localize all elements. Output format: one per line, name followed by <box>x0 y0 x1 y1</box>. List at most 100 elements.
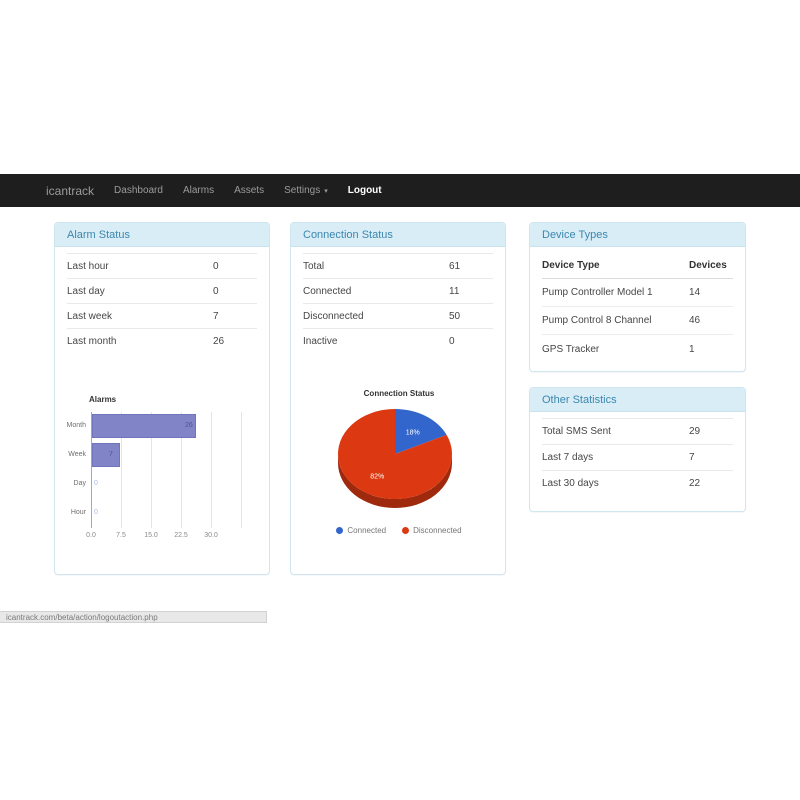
row-label: Last month <box>67 335 117 347</box>
alarm-status-table: Last hour 0 Last day 0 Last week 7 Last … <box>55 247 269 353</box>
row-label: Last 30 days <box>542 478 599 489</box>
table-row: Total SMS Sent 29 <box>542 418 733 444</box>
bar-value-label: 0 <box>94 480 98 487</box>
row-value: 26 <box>213 335 225 347</box>
row-value: 0 <box>213 285 219 297</box>
table-header-row: Device Type Devices <box>542 253 733 279</box>
bar-plot-area: 0.0 7.5 15.0 22.5 30.0 Month 26 Week 7 Day 0 Hour 0 <box>67 412 249 546</box>
row-value: 1 <box>689 343 695 355</box>
alarms-bar-chart: Alarms 0.0 7.5 15.0 22.5 30.0 Month 26 Week 7 Day… <box>55 395 271 546</box>
row-value: 0 <box>213 260 219 272</box>
table-row: Pump Control 8 Channel 46 <box>542 307 733 335</box>
x-tick-label: 15.0 <box>144 532 158 539</box>
row-label: Last week <box>67 310 113 322</box>
panel-connection-status: Connection Status Total 61 Connected 11 … <box>290 222 506 575</box>
nav-alarms[interactable]: Alarms <box>182 185 215 196</box>
pie-3d-rim <box>338 454 452 508</box>
nav-logout[interactable]: Logout <box>347 185 382 196</box>
chart-title: Alarms <box>89 395 117 404</box>
panel-device-types: Device Types Device Type Devices Pump Co… <box>529 222 746 372</box>
table-row: Disconnected 50 <box>303 303 493 328</box>
legend-item-connected: Connected <box>336 526 386 535</box>
legend-label: Disconnected <box>413 526 462 535</box>
nav-settings-label: Settings <box>284 185 321 196</box>
nav-dashboard[interactable]: Dashboard <box>114 185 163 196</box>
table-row: Last week 7 <box>67 303 257 328</box>
bar-category-label: Hour <box>70 508 86 516</box>
x-tick-label: 7.5 <box>116 532 126 539</box>
x-tick-label: 22.5 <box>174 532 188 539</box>
column-header: Devices <box>689 260 727 271</box>
row-value: 7 <box>689 452 695 463</box>
pie-slice-connected <box>395 409 447 454</box>
legend-dot-icon <box>402 527 410 534</box>
legend-item-disconnected: Disconnected <box>402 526 462 535</box>
bar-category-label: Day <box>73 479 86 487</box>
pie-percent-label: 18% <box>406 429 420 436</box>
row-value: 50 <box>449 310 461 322</box>
bar-category-label: Week <box>68 450 86 458</box>
row-value: 22 <box>689 478 701 489</box>
bar-axis-line <box>91 412 92 528</box>
table-row: Total 61 <box>303 253 493 278</box>
panel-title: Device Types <box>530 223 745 247</box>
table-row: Last month 26 <box>67 328 257 353</box>
panel-title: Other Statistics <box>530 388 745 412</box>
row-label: Total SMS Sent <box>542 426 611 437</box>
x-tick-label: 0.0 <box>86 532 96 539</box>
browser-status-bar: icantrack.com/beta/action/logoutaction.p… <box>0 611 267 623</box>
bar-value-label: 0 <box>94 509 98 516</box>
pie-plot-area: 18% 82% <box>291 402 507 524</box>
panel-title: Connection Status <box>291 223 505 247</box>
connection-status-table: Total 61 Connected 11 Disconnected 50 In… <box>291 247 505 353</box>
chevron-down-icon: ▾ <box>324 187 328 195</box>
row-value: 14 <box>689 287 701 298</box>
row-value: 7 <box>213 310 219 322</box>
bar-gridline <box>211 412 212 528</box>
bar-category-label: Month <box>66 421 86 429</box>
table-row: Pump Controller Model 1 14 <box>542 279 733 307</box>
table-row: Last 30 days 22 <box>542 470 733 496</box>
device-types-table: Device Type Devices Pump Controller Mode… <box>530 247 745 363</box>
top-navbar: icantrack Dashboard Alarms Assets Settin… <box>0 174 800 207</box>
bar-gridline <box>241 412 242 528</box>
nav-settings[interactable]: Settings ▾ <box>274 185 338 196</box>
panel-title: Alarm Status <box>55 223 269 247</box>
legend-label: Connected <box>347 526 387 535</box>
connection-pie-chart: Connection Status 18% 82% Connected Discon… <box>291 389 507 535</box>
bar-gridline <box>181 412 182 528</box>
bar-gridline <box>121 412 122 528</box>
row-label: Total <box>303 260 325 272</box>
table-row: Last hour 0 <box>67 253 257 278</box>
brand-logo[interactable]: icantrack <box>46 183 95 198</box>
bar-month <box>92 414 196 438</box>
bar-week <box>92 443 120 467</box>
pie-legend: Connected Disconnected <box>291 526 507 535</box>
legend-dot-icon <box>336 527 344 534</box>
pie-slice-disconnected <box>338 409 452 499</box>
pie-svg: 18% 82% <box>338 409 452 508</box>
pie-percent-label: 82% <box>370 474 384 481</box>
panel-other-statistics: Other Statistics Total SMS Sent 29 Last … <box>529 387 746 512</box>
chart-title: Connection Status <box>363 389 435 398</box>
bar-gridline <box>151 412 152 528</box>
panel-alarm-status: Alarm Status Last hour 0 Last day 0 Last… <box>54 222 270 575</box>
row-value: 0 <box>449 335 455 347</box>
row-value: 11 <box>449 285 460 297</box>
row-label: Pump Control 8 Channel <box>542 315 652 326</box>
table-row: Connected 11 <box>303 278 493 303</box>
row-label: Last 7 days <box>542 452 594 463</box>
x-tick-label: 30.0 <box>204 532 218 539</box>
row-label: Pump Controller Model 1 <box>542 287 653 298</box>
table-row: Last day 0 <box>67 278 257 303</box>
row-label: Inactive <box>303 335 338 347</box>
row-label: Disconnected <box>303 310 364 322</box>
row-label: GPS Tracker <box>542 343 600 355</box>
row-label: Connected <box>303 285 352 297</box>
row-value: 61 <box>449 260 461 272</box>
column-header: Device Type <box>542 260 600 271</box>
nav-assets[interactable]: Assets <box>234 185 265 196</box>
row-value: 29 <box>689 426 701 437</box>
other-statistics-table: Total SMS Sent 29 Last 7 days 7 Last 30 … <box>530 412 745 496</box>
